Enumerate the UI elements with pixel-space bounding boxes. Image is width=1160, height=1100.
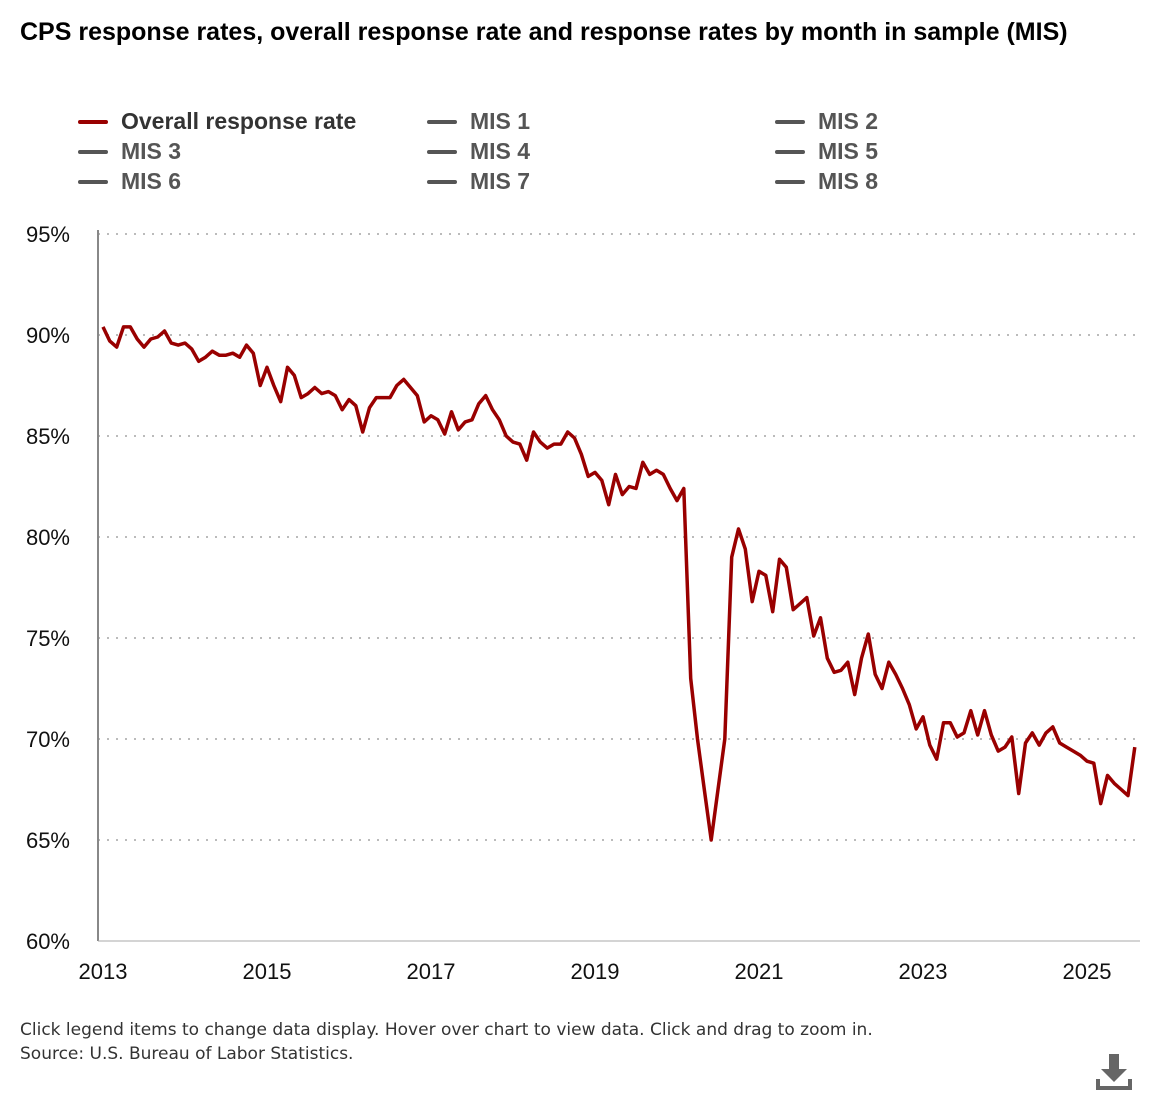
x-tick-label: 2025 — [1063, 959, 1112, 984]
legend-label: MIS 6 — [121, 168, 182, 194]
line-chart[interactable]: 60% 65% 70% 75% 80% 85% 90% 95% 2013 2015 2017 2019… — [0, 0, 1160, 1010]
legend-label: MIS 8 — [818, 168, 879, 194]
y-tick-label: 85% — [26, 424, 70, 449]
chart-footer: Click legend items to change data displa… — [20, 1018, 873, 1066]
y-tick-label: 65% — [26, 828, 70, 853]
legend-label: MIS 4 — [470, 138, 531, 164]
legend-swatch — [775, 179, 805, 184]
legend-label: Overall response rate — [121, 108, 357, 134]
legend-label: MIS 5 — [818, 138, 879, 164]
x-tick-label: 2017 — [407, 959, 456, 984]
legend-swatch — [78, 179, 108, 184]
y-tick-label: 75% — [26, 626, 70, 651]
legend-item-mis-1[interactable]: MIS 1 — [427, 108, 530, 135]
x-tick-label: 2013 — [79, 959, 128, 984]
footer-instructions: Click legend items to change data displa… — [20, 1020, 873, 1040]
legend-item-mis-5[interactable]: MIS 5 — [775, 138, 878, 165]
series-line-overall-response-rate — [101, 325, 1137, 842]
legend-item-mis-8[interactable]: MIS 8 — [775, 168, 878, 195]
legend-swatch — [427, 119, 457, 124]
x-tick-label: 2023 — [899, 959, 948, 984]
legend-item-mis-3[interactable]: MIS 3 — [78, 138, 181, 165]
y-tick-label: 80% — [26, 525, 70, 550]
x-tick-label: 2015 — [243, 959, 292, 984]
x-tick-label: 2021 — [735, 959, 784, 984]
legend-swatch — [427, 149, 457, 154]
legend-swatch — [775, 149, 805, 154]
legend-item-overall-response-rate[interactable]: Overall response rate — [78, 108, 356, 135]
legend-item-mis-2[interactable]: MIS 2 — [775, 108, 878, 135]
legend-swatch — [427, 179, 457, 184]
legend-label: MIS 2 — [818, 108, 879, 134]
y-tick-label: 95% — [26, 222, 70, 247]
legend-item-mis-7[interactable]: MIS 7 — [427, 168, 530, 195]
y-tick-label: 90% — [26, 323, 70, 348]
legend-item-mis-6[interactable]: MIS 6 — [78, 168, 181, 195]
x-tick-label: 2019 — [571, 959, 620, 984]
legend-label: MIS 1 — [470, 108, 531, 134]
legend-label: MIS 3 — [121, 138, 182, 164]
legend-item-mis-4[interactable]: MIS 4 — [427, 138, 530, 165]
download-icon[interactable] — [1094, 1052, 1134, 1092]
legend-swatch — [78, 149, 108, 154]
chart-title: CPS response rates, overall response rat… — [20, 18, 1068, 46]
y-tick-label: 60% — [26, 929, 70, 954]
legend-swatch — [775, 119, 805, 124]
legend-swatch — [78, 119, 108, 124]
footer-source: Source: U.S. Bureau of Labor Statistics. — [20, 1044, 354, 1064]
y-tick-label: 70% — [26, 727, 70, 752]
legend-label: MIS 7 — [470, 168, 531, 194]
